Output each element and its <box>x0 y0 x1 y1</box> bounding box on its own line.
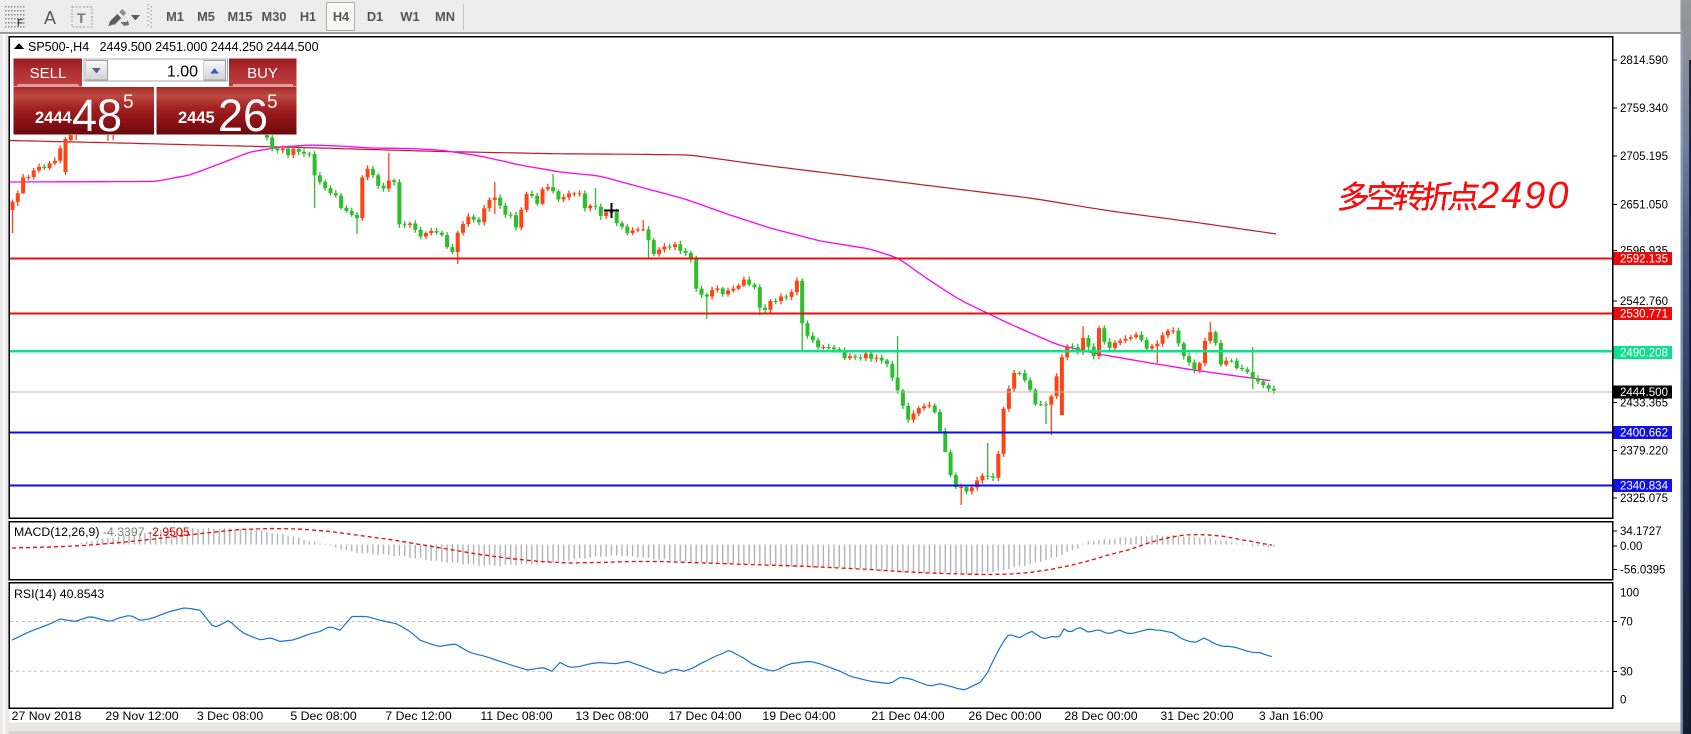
svg-text:M15: M15 <box>228 9 253 24</box>
svg-text:SP500-,H4 2449.500 2451.000: SP500-,H4 2449.500 2451.000 2444.250 244… <box>28 40 319 54</box>
svg-text:F: F <box>17 18 23 29</box>
svg-text:2325.075: 2325.075 <box>1620 493 1668 505</box>
svg-text:MN: MN <box>435 9 455 24</box>
svg-text:H1: H1 <box>300 9 316 24</box>
svg-text:11 Dec 08:00: 11 Dec 08:00 <box>480 709 552 723</box>
svg-text:A: A <box>44 8 56 28</box>
svg-text:3 Dec 08:00: 3 Dec 08:00 <box>197 709 263 723</box>
svg-text:2490: 2490 <box>1477 175 1571 217</box>
svg-text:3 Jan 16:00: 3 Jan 16:00 <box>1259 709 1323 723</box>
svg-text:1.00: 1.00 <box>167 64 198 81</box>
svg-text:2400.662: 2400.662 <box>1620 427 1668 439</box>
svg-text:34.1727: 34.1727 <box>1620 526 1662 538</box>
svg-text:D1: D1 <box>367 9 383 24</box>
svg-text:SELL: SELL <box>30 65 67 82</box>
svg-text:M5: M5 <box>197 9 215 24</box>
svg-text:17 Dec 04:00: 17 Dec 04:00 <box>668 709 741 723</box>
svg-text:MACD(12,26,9) -4.3397 -2.9505: MACD(12,26,9) -4.3397 -2.9505 <box>14 525 190 539</box>
svg-text:2592.135: 2592.135 <box>1620 254 1668 266</box>
svg-text:2444.500: 2444.500 <box>1620 387 1668 399</box>
svg-text:30: 30 <box>1620 666 1633 678</box>
svg-text:0: 0 <box>1620 695 1626 707</box>
svg-text:-56.0395: -56.0395 <box>1620 565 1665 577</box>
svg-text:27 Nov 2018: 27 Nov 2018 <box>12 709 82 723</box>
svg-text:M1: M1 <box>166 9 184 24</box>
svg-text:100: 100 <box>1620 588 1639 600</box>
svg-text:28 Dec 00:00: 28 Dec 00:00 <box>1064 709 1137 723</box>
svg-text:2705.195: 2705.195 <box>1620 151 1668 163</box>
svg-text:0.00: 0.00 <box>1620 541 1642 553</box>
svg-text:T: T <box>77 10 86 26</box>
svg-text:2444: 2444 <box>35 109 73 127</box>
svg-text:2340.834: 2340.834 <box>1620 481 1669 493</box>
svg-text:2759.340: 2759.340 <box>1620 103 1668 115</box>
svg-text:5: 5 <box>123 92 134 113</box>
svg-text:2490.208: 2490.208 <box>1620 348 1668 360</box>
svg-text:19 Dec 04:00: 19 Dec 04:00 <box>762 709 835 723</box>
svg-text:W1: W1 <box>400 9 419 24</box>
svg-text:26 Dec 00:00: 26 Dec 00:00 <box>968 709 1041 723</box>
svg-text:48: 48 <box>72 90 122 141</box>
svg-text:7 Dec 12:00: 7 Dec 12:00 <box>385 709 451 723</box>
svg-text:H4: H4 <box>333 9 350 24</box>
svg-text:M30: M30 <box>262 9 287 24</box>
svg-text:31 Dec 20:00: 31 Dec 20:00 <box>1160 709 1233 723</box>
svg-text:5: 5 <box>267 92 278 113</box>
svg-text:2433.365: 2433.365 <box>1620 397 1668 409</box>
svg-text:5 Dec 08:00: 5 Dec 08:00 <box>290 709 356 723</box>
svg-text:2814.590: 2814.590 <box>1620 55 1668 67</box>
svg-text:29 Nov 12:00: 29 Nov 12:00 <box>105 709 178 723</box>
svg-text:RSI(14) 40.8543: RSI(14) 40.8543 <box>14 587 104 601</box>
svg-text:13 Dec 08:00: 13 Dec 08:00 <box>575 709 648 723</box>
svg-text:70: 70 <box>1620 617 1633 629</box>
svg-text:2651.050: 2651.050 <box>1620 200 1668 212</box>
svg-text:2379.220: 2379.220 <box>1620 445 1668 457</box>
svg-text:2530.771: 2530.771 <box>1620 309 1668 321</box>
svg-text:2445: 2445 <box>178 109 215 127</box>
svg-text:2542.760: 2542.760 <box>1620 296 1668 308</box>
svg-text:BUY: BUY <box>247 65 278 82</box>
svg-text:21 Dec 04:00: 21 Dec 04:00 <box>871 709 944 723</box>
svg-text:26: 26 <box>218 90 268 141</box>
